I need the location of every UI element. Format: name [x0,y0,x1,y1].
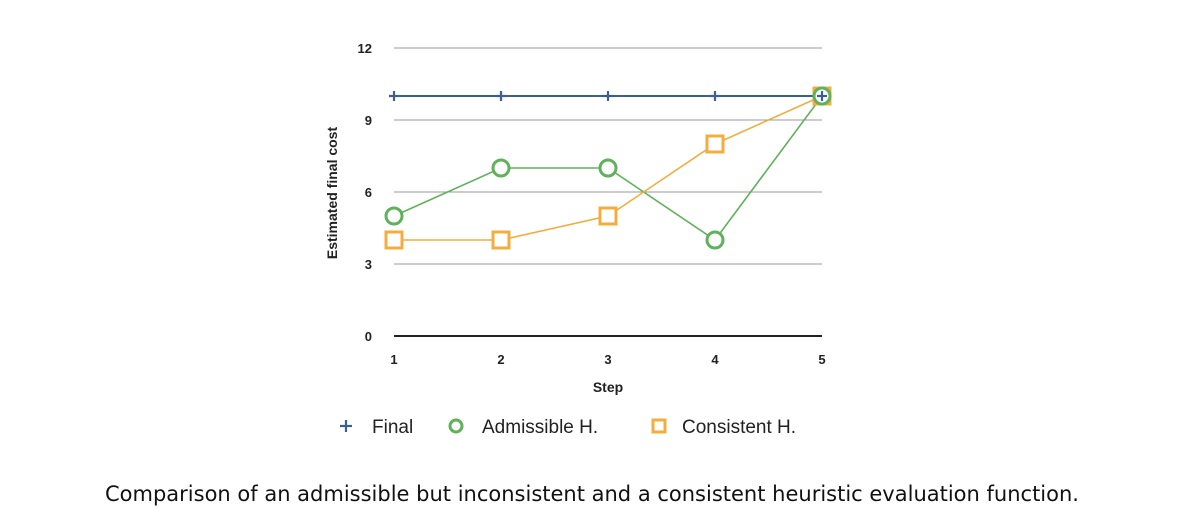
x-tick-label: 2 [497,352,504,367]
data-point-circle [384,206,404,226]
data-point-plus [389,91,399,101]
y-tick-label: 9 [365,113,372,128]
x-axis-title: Step [593,379,623,395]
x-tick-labels: 1 2 3 4 5 [390,352,825,367]
legend-label: Admissible H. [482,417,598,438]
legend-label: Final [372,417,413,438]
data-point-circle [598,158,618,178]
data-point-circle [705,230,725,250]
x-tick-label: 3 [604,352,611,367]
x-tick-label: 1 [390,352,397,367]
y-tick-label: 12 [358,41,372,56]
data-point-plus [603,91,613,101]
data-point-square [384,230,404,250]
legend-marker-square [651,418,667,434]
y-axis-title: Estimated final cost [324,127,340,260]
legend: Final Admissible H. Consistent H. [340,417,796,438]
data-point-plus [710,91,720,101]
y-tick-label: 6 [365,185,372,200]
legend-marker-circle [448,418,464,434]
legend-marker-plus [340,420,352,432]
y-tick-label: 0 [365,329,372,344]
y-tick-labels: 0 3 6 9 12 [358,41,372,344]
series-lines [384,86,832,250]
data-point-square [598,206,618,226]
y-tick-label: 3 [365,257,372,272]
data-point-plus [496,91,506,101]
data-point-square [705,134,725,154]
x-tick-label: 4 [711,352,719,367]
legend-label: Consistent H. [682,417,796,438]
data-point-circle [491,158,511,178]
data-point-square [491,230,511,250]
data-point-plus [817,91,827,101]
x-tick-label: 5 [818,352,825,367]
figure-caption: Comparison of an admissible but inconsis… [105,482,1079,506]
grid-lines [394,47,822,337]
